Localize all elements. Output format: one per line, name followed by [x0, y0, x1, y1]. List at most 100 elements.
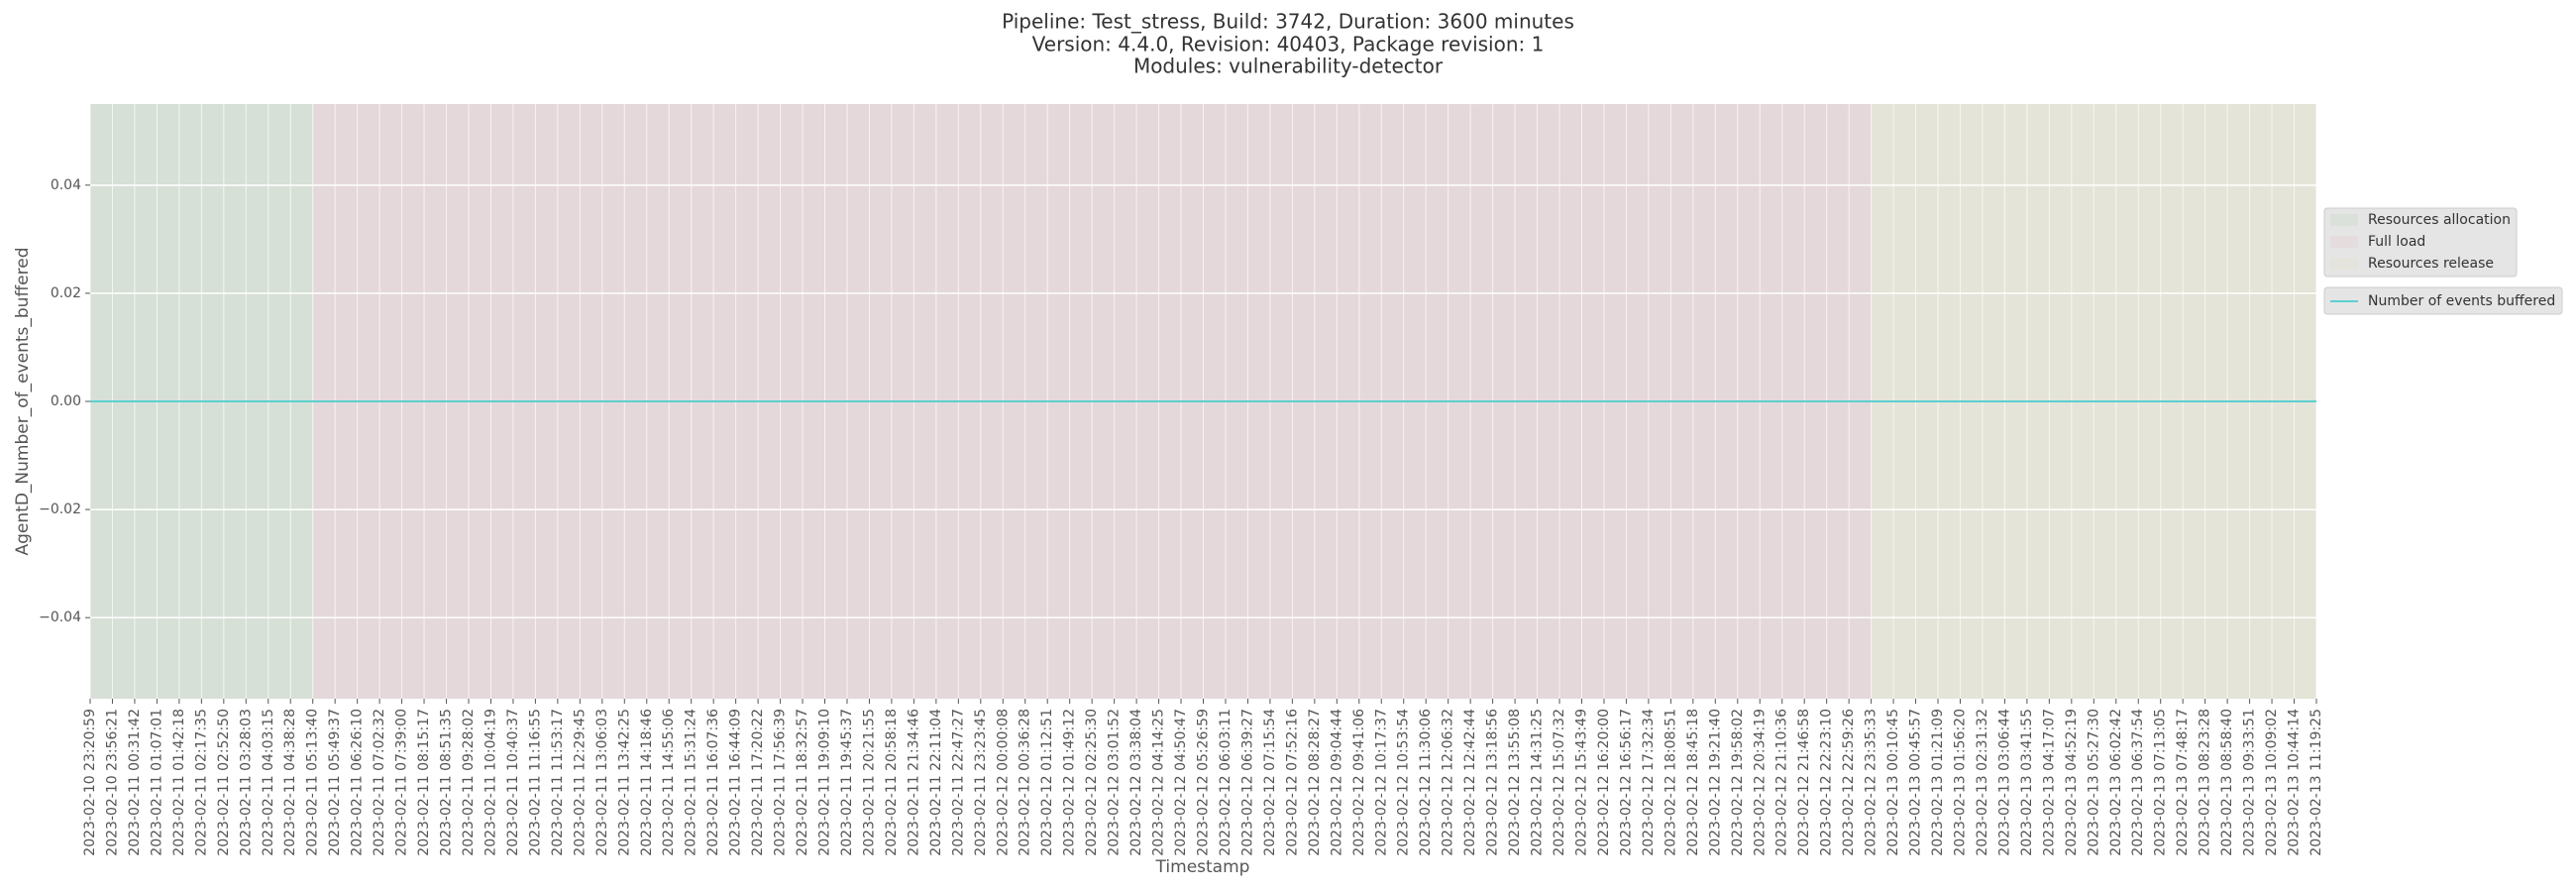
x-tick-label: 2023-02-13 10:44:14 — [2287, 709, 2303, 856]
x-tick-label: 2023-02-12 09:41:06 — [1351, 709, 1367, 856]
y-tick-label: 0.04 — [51, 177, 81, 193]
legend-box — [2323, 207, 2518, 278]
legend-swatch — [2330, 258, 2358, 270]
x-tick-label: 2023-02-11 11:16:55 — [527, 709, 543, 856]
x-tick-label: 2023-02-11 10:40:37 — [505, 709, 521, 856]
x-tick-label: 2023-02-12 07:15:54 — [1262, 709, 1278, 856]
x-axis-label: Timestamp — [1155, 857, 1250, 877]
x-tick-label: 2023-02-12 20:34:19 — [1752, 709, 1768, 856]
x-tick-label: 2023-02-11 15:31:24 — [684, 709, 699, 856]
x-tick-label: 2023-02-12 19:21:40 — [1707, 709, 1723, 856]
legend-box — [2323, 286, 2563, 315]
x-tick-label: 2023-02-11 09:28:02 — [461, 709, 477, 856]
x-tick-label: 2023-02-12 09:04:44 — [1329, 709, 1344, 856]
x-tick-label: 2023-02-12 15:07:32 — [1552, 709, 1567, 856]
x-tick-label: 2023-02-12 17:32:34 — [1641, 709, 1657, 856]
x-tick-label: 2023-02-13 04:52:19 — [2064, 709, 2080, 856]
x-tick-label: 2023-02-12 07:52:16 — [1284, 709, 1300, 856]
legend-label: Resources allocation — [2368, 212, 2511, 228]
x-tick-label: 2023-02-11 18:32:57 — [795, 709, 810, 856]
x-tick-label: 2023-02-11 21:34:46 — [906, 709, 921, 856]
x-tick-label: 2023-02-11 17:56:39 — [773, 709, 789, 856]
x-tick-label: 2023-02-11 04:03:15 — [261, 709, 276, 856]
x-tick-label: 2023-02-11 13:06:03 — [594, 709, 610, 856]
chart-title: Pipeline: Test_stress, Build: 3742, Dura… — [1002, 10, 1574, 34]
chart-title: Version: 4.4.0, Revision: 40403, Package… — [1032, 33, 1545, 56]
x-tick-label: 2023-02-12 15:43:49 — [1573, 709, 1589, 856]
x-tick-label: 2023-02-13 09:33:51 — [2242, 709, 2258, 856]
x-tick-label: 2023-02-12 18:08:51 — [1663, 709, 1678, 856]
x-tick-label: 2023-02-12 21:46:58 — [1796, 709, 1812, 856]
x-tick-label: 2023-02-11 14:18:46 — [639, 709, 655, 856]
y-tick-label: −0.02 — [39, 502, 81, 517]
x-tick-label: 2023-02-11 02:17:35 — [193, 709, 209, 856]
x-tick-label: 2023-02-10 23:20:59 — [82, 709, 98, 856]
y-axis-label: AgentD_Number_of_events_buffered — [13, 248, 33, 556]
x-tick-label: 2023-02-11 07:02:32 — [372, 709, 387, 856]
x-tick-label: 2023-02-11 13:42:25 — [616, 709, 632, 856]
y-tick-label: −0.04 — [39, 610, 81, 625]
legend-label: Resources release — [2368, 256, 2494, 272]
x-tick-label: 2023-02-13 00:45:57 — [1908, 709, 1924, 856]
x-tick-label: 2023-02-13 07:13:05 — [2153, 709, 2169, 856]
x-tick-label: 2023-02-13 08:58:40 — [2219, 709, 2235, 856]
x-tick-label: 2023-02-12 03:38:04 — [1128, 709, 1144, 856]
x-tick-label: 2023-02-12 13:18:56 — [1485, 709, 1501, 856]
x-tick-label: 2023-02-12 21:10:36 — [1774, 709, 1790, 856]
x-tick-label: 2023-02-11 07:39:00 — [394, 709, 410, 856]
x-tick-label: 2023-02-13 06:37:54 — [2130, 709, 2146, 856]
x-tick-label: 2023-02-13 01:21:09 — [1930, 709, 1946, 856]
x-tick-label: 2023-02-12 06:03:11 — [1218, 709, 1234, 856]
x-tick-label: 2023-02-12 00:00:08 — [995, 709, 1011, 856]
x-tick-label: 2023-02-13 11:19:25 — [2308, 709, 2324, 856]
x-tick-label: 2023-02-13 10:09:02 — [2264, 709, 2280, 856]
x-tick-label: 2023-02-12 22:59:26 — [1841, 709, 1857, 856]
legend-swatch — [2330, 214, 2358, 226]
x-tick-label: 2023-02-11 20:58:18 — [884, 709, 900, 856]
x-tick-label: 2023-02-12 13:55:08 — [1507, 709, 1523, 856]
x-tick-label: 2023-02-13 06:02:42 — [2108, 709, 2124, 856]
x-tick-label: 2023-02-13 05:27:30 — [2086, 709, 2101, 856]
x-tick-label: 2023-02-13 08:23:28 — [2198, 709, 2213, 856]
legend-label: Full load — [2368, 234, 2425, 250]
x-tick-label: 2023-02-11 00:31:42 — [127, 709, 143, 856]
x-tick-label: 2023-02-12 00:36:28 — [1018, 709, 1033, 856]
x-tick-label: 2023-02-11 02:52:50 — [216, 709, 232, 856]
x-tick-label: 2023-02-12 01:49:12 — [1062, 709, 1078, 856]
x-tick-label: 2023-02-11 03:28:03 — [238, 709, 254, 856]
x-tick-label: 2023-02-11 06:26:10 — [350, 709, 366, 856]
x-tick-label: 2023-02-12 19:58:02 — [1730, 709, 1746, 856]
x-tick-label: 2023-02-11 05:49:37 — [327, 709, 343, 856]
x-tick-label: 2023-02-11 01:07:01 — [149, 709, 164, 856]
x-tick-label: 2023-02-12 01:12:51 — [1039, 709, 1055, 856]
x-tick-label: 2023-02-12 18:45:18 — [1685, 709, 1701, 856]
x-tick-label: 2023-02-11 04:38:28 — [282, 709, 298, 856]
x-tick-label: 2023-02-11 16:44:09 — [728, 709, 744, 856]
x-tick-label: 2023-02-12 14:31:25 — [1530, 709, 1546, 856]
x-tick-label: 2023-02-12 10:17:37 — [1373, 709, 1389, 856]
x-tick-label: 2023-02-11 01:42:18 — [171, 709, 187, 856]
legend-label: Number of events buffered — [2368, 293, 2555, 309]
x-tick-label: 2023-02-13 04:17:07 — [2041, 709, 2057, 856]
x-tick-label: 2023-02-12 08:28:27 — [1307, 709, 1323, 856]
x-tick-label: 2023-02-11 19:45:37 — [839, 709, 855, 856]
x-tick-label: 2023-02-11 14:55:06 — [661, 709, 677, 856]
x-tick-label: 2023-02-11 08:51:35 — [439, 709, 455, 856]
x-tick-label: 2023-02-12 04:14:25 — [1151, 709, 1167, 856]
x-tick-label: 2023-02-12 23:35:33 — [1864, 709, 1879, 856]
x-tick-label: 2023-02-11 22:11:04 — [928, 709, 944, 856]
y-tick-label: 0.00 — [51, 393, 81, 409]
x-tick-label: 2023-02-13 02:31:32 — [1975, 709, 1990, 856]
x-tick-label: 2023-02-11 19:09:10 — [817, 709, 833, 856]
x-tick-label: 2023-02-11 12:29:45 — [572, 709, 588, 856]
x-tick-label: 2023-02-12 16:20:00 — [1596, 709, 1612, 856]
x-tick-label: 2023-02-11 08:15:17 — [416, 709, 432, 856]
x-tick-label: 2023-02-11 23:23:45 — [973, 709, 989, 856]
x-tick-label: 2023-02-11 10:04:19 — [483, 709, 498, 856]
x-tick-label: 2023-02-11 05:13:40 — [305, 709, 321, 856]
x-tick-label: 2023-02-11 20:21:55 — [861, 709, 877, 856]
x-tick-label: 2023-02-12 06:39:27 — [1239, 709, 1255, 856]
legend-swatch — [2330, 236, 2358, 248]
x-tick-label: 2023-02-12 11:30:06 — [1418, 709, 1434, 856]
